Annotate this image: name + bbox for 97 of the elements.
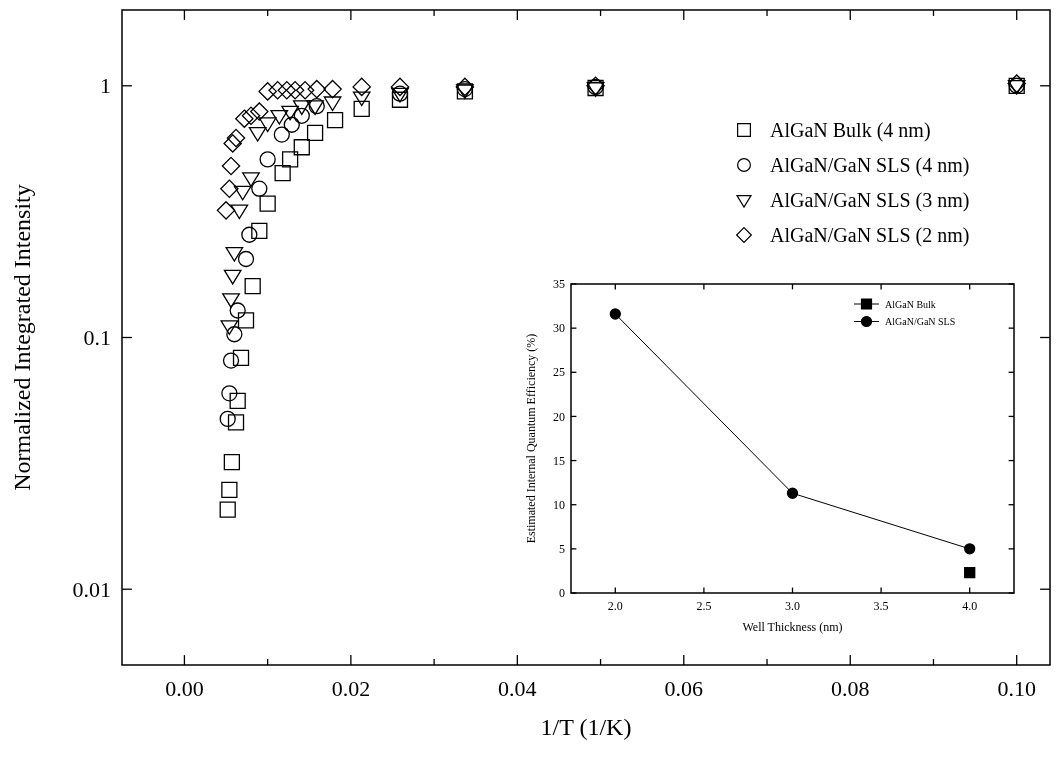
x-tick-label: 0.04: [498, 675, 537, 701]
point: [242, 172, 260, 187]
y-tick-label: 5: [559, 542, 565, 557]
point: [230, 204, 249, 220]
point: [352, 91, 371, 107]
point: [281, 151, 299, 168]
legend-label: AlGaN Bulk: [885, 298, 936, 310]
point: [241, 226, 258, 243]
point: [786, 487, 799, 499]
point: [259, 195, 276, 212]
x-axis-title: 1/T (1/K): [540, 714, 632, 741]
point: [235, 109, 254, 128]
point: [229, 302, 246, 319]
y-tick-label: 0.1: [83, 325, 111, 351]
point: [964, 567, 976, 579]
point: [232, 349, 250, 367]
point: [237, 250, 255, 268]
x-tick-label: 2.0: [607, 598, 623, 613]
point: [273, 126, 290, 143]
point: [223, 134, 242, 153]
y-tick-label: 1: [100, 73, 111, 99]
point: [277, 80, 297, 100]
y-tick-label: 25: [553, 365, 565, 380]
point: [229, 392, 246, 410]
x-tick-label: 3.0: [785, 598, 800, 613]
point: [293, 107, 310, 124]
y-tick-label: 30: [553, 321, 565, 336]
point: [323, 96, 342, 112]
point: [258, 117, 277, 133]
point: [219, 501, 236, 518]
point: [268, 80, 287, 100]
point: [390, 77, 410, 97]
point: [609, 308, 621, 320]
legend-label: AlGaN/GaN SLS: [885, 316, 956, 327]
legend-label: AlGaN/GaN SLS (3 nm): [770, 189, 970, 212]
point: [221, 481, 238, 499]
x-tick-label: 4.0: [962, 598, 978, 613]
y-tick-label: 35: [553, 277, 565, 292]
legend-label: AlGaN Bulk (4 nm): [770, 119, 931, 142]
point: [241, 106, 261, 126]
point: [221, 385, 238, 402]
y-tick-label: 0: [559, 586, 565, 601]
y-axis-title: Normalized Integrated Intensity: [8, 184, 35, 491]
point: [222, 352, 240, 369]
point: [586, 82, 605, 97]
point: [326, 112, 344, 129]
point: [248, 126, 267, 142]
point: [259, 151, 276, 168]
point: [219, 410, 236, 428]
x-tick-label: 0.06: [664, 675, 704, 701]
point: [258, 82, 277, 101]
point: [964, 543, 976, 555]
x-tick-label: 3.5: [873, 598, 889, 613]
y-tick-label: 10: [553, 497, 565, 512]
point: [352, 77, 371, 97]
legend-label: AlGaN/GaN SLS (4 nm): [770, 154, 970, 177]
point: [244, 277, 261, 295]
point: [251, 222, 268, 240]
point: [281, 105, 300, 121]
point: [295, 80, 315, 100]
y-tick-label: 0.01: [72, 576, 111, 602]
point: [225, 246, 244, 262]
point: [220, 320, 239, 335]
point: [250, 102, 269, 121]
point: [323, 79, 342, 99]
point: [222, 293, 240, 309]
point: [223, 453, 241, 471]
point: [233, 185, 252, 201]
x-tick-label: 2.5: [696, 598, 712, 613]
x-tick-label: 0.08: [831, 675, 870, 701]
point: [226, 326, 243, 343]
point: [270, 109, 289, 125]
point: [353, 100, 370, 117]
point: [223, 269, 242, 285]
point: [307, 79, 327, 99]
point: [216, 201, 236, 220]
point: [220, 179, 239, 198]
y-tick-label: 15: [553, 453, 565, 468]
point: [251, 180, 268, 197]
x-axis-title: Well Thickness (nm): [742, 620, 843, 635]
point: [292, 100, 311, 116]
point: [221, 156, 241, 176]
point: [391, 91, 409, 108]
point: [226, 128, 246, 148]
point: [227, 414, 245, 431]
point: [274, 164, 291, 182]
x-tick-label: 0.10: [997, 675, 1036, 701]
point: [293, 139, 310, 156]
point: [237, 312, 255, 329]
point: [283, 116, 300, 133]
point: [306, 124, 324, 142]
point: [285, 80, 305, 100]
legend-label: AlGaN/GaN SLS (2 nm): [770, 224, 970, 247]
x-tick-label: 0.02: [331, 675, 371, 701]
x-tick-label: 0.00: [165, 675, 204, 701]
y-axis-title: Estimated Internal Quantum Efficiency (%): [524, 333, 538, 544]
y-tick-label: 20: [553, 409, 565, 424]
